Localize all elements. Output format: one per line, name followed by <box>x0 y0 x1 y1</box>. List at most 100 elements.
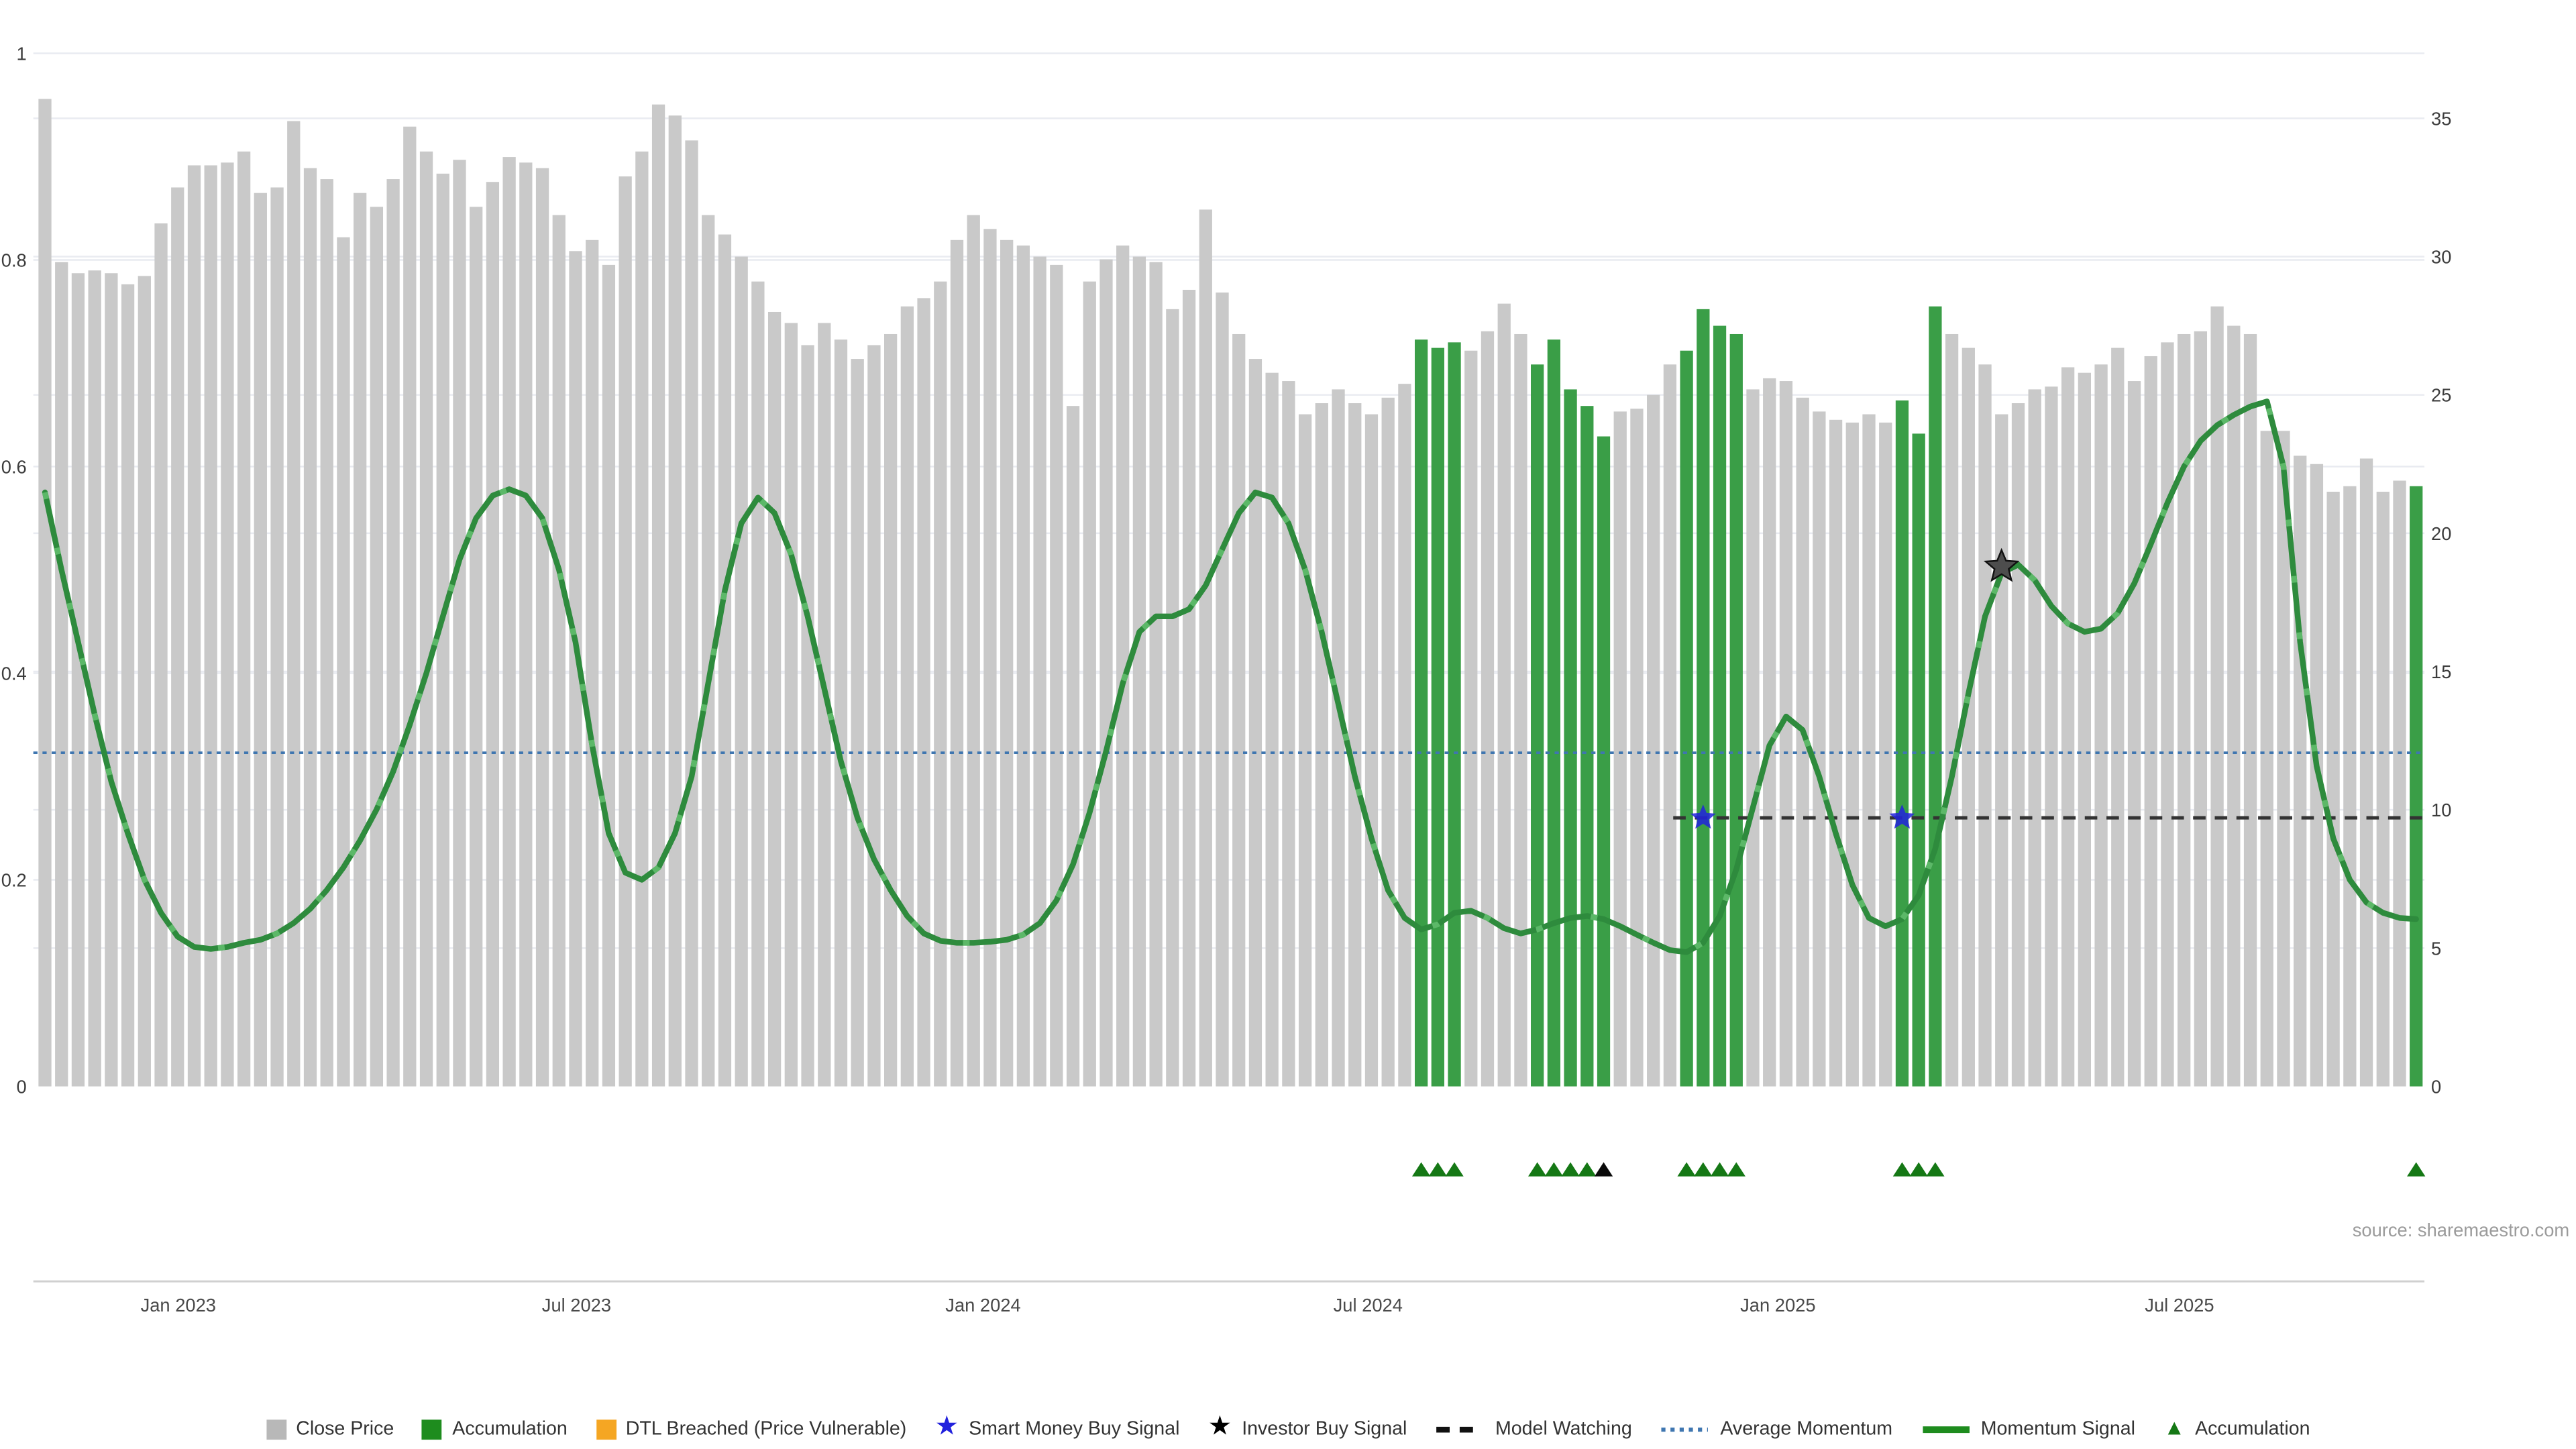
close-price-bar[interactable] <box>751 281 765 1087</box>
close-price-bar[interactable] <box>685 140 698 1087</box>
close-price-bar[interactable] <box>1663 364 1677 1087</box>
close-price-bar[interactable] <box>2227 325 2241 1087</box>
close-price-bar[interactable] <box>419 151 433 1087</box>
close-price-bar[interactable] <box>2011 403 2025 1087</box>
close-price-bar[interactable] <box>2061 367 2075 1087</box>
close-price-bar[interactable] <box>2078 372 2091 1087</box>
close-price-bar[interactable] <box>917 298 930 1087</box>
legend-item-accumulation[interactable]: Accumulation <box>422 1419 568 1440</box>
close-price-bar[interactable] <box>2127 381 2141 1087</box>
close-price-bar[interactable] <box>851 359 864 1087</box>
close-price-bar[interactable] <box>287 121 301 1087</box>
legend-item-momentum-signal[interactable]: Momentum Signal <box>1921 1419 2135 1440</box>
close-price-bar[interactable] <box>735 256 748 1087</box>
accumulation-bar[interactable] <box>1414 339 1428 1087</box>
legend-item-smart-money-buy-signal[interactable]: ★ Smart Money Buy Signal <box>935 1414 1180 1441</box>
close-price-bar[interactable] <box>55 262 68 1087</box>
close-price-bar[interactable] <box>1298 414 1312 1087</box>
close-price-bar[interactable] <box>1315 403 1328 1087</box>
close-price-bar[interactable] <box>1813 411 1826 1087</box>
close-price-bar[interactable] <box>1829 419 1843 1087</box>
close-price-bar[interactable] <box>569 251 582 1087</box>
close-price-bar[interactable] <box>1265 372 1279 1087</box>
close-price-bar[interactable] <box>519 162 533 1087</box>
close-price-bar[interactable] <box>1216 292 1229 1087</box>
close-price-bar[interactable] <box>1149 262 1163 1087</box>
close-price-bar[interactable] <box>950 239 964 1087</box>
close-price-bar[interactable] <box>983 229 997 1087</box>
close-price-bar[interactable] <box>2178 333 2191 1087</box>
accumulation-bar[interactable] <box>1580 406 1594 1087</box>
close-price-bar[interactable] <box>436 173 449 1087</box>
close-price-bar[interactable] <box>900 306 914 1087</box>
close-price-bar[interactable] <box>2294 455 2307 1087</box>
close-price-bar[interactable] <box>71 273 85 1087</box>
close-price-bar[interactable] <box>154 223 168 1087</box>
close-price-bar[interactable] <box>651 104 665 1087</box>
close-price-bar[interactable] <box>784 323 798 1087</box>
close-price-bar[interactable] <box>1796 397 1809 1087</box>
close-price-bar[interactable] <box>303 168 317 1087</box>
accumulation-bar[interactable] <box>1895 400 1909 1087</box>
close-price-bar[interactable] <box>1232 333 1246 1087</box>
close-price-bar[interactable] <box>2343 486 2357 1087</box>
close-price-bar[interactable] <box>2326 491 2340 1087</box>
accumulation-bar[interactable] <box>1680 350 1693 1087</box>
close-price-bar[interactable] <box>1033 256 1046 1087</box>
close-price-bar[interactable] <box>105 273 118 1087</box>
close-price-bar[interactable] <box>1464 350 1478 1087</box>
close-price-bar[interactable] <box>38 99 52 1087</box>
close-price-bar[interactable] <box>2028 389 2041 1087</box>
close-price-bar[interactable] <box>934 281 947 1087</box>
close-price-bar[interactable] <box>2210 306 2224 1087</box>
close-price-bar[interactable] <box>1481 331 1495 1087</box>
accumulation-bar[interactable] <box>1929 306 1942 1087</box>
close-price-bar[interactable] <box>486 182 500 1087</box>
close-price-bar[interactable] <box>2376 491 2390 1087</box>
accumulation-bar[interactable] <box>2410 486 2423 1087</box>
close-price-bar[interactable] <box>2277 431 2290 1087</box>
accumulation-bar[interactable] <box>1912 433 1925 1087</box>
close-price-bar[interactable] <box>883 333 898 1087</box>
legend-item-average-momentum[interactable]: Average Momentum <box>1660 1419 1892 1440</box>
close-price-bar[interactable] <box>1613 411 1627 1087</box>
close-price-bar[interactable] <box>1381 397 1395 1087</box>
accumulation-bar[interactable] <box>1713 325 1727 1087</box>
close-price-bar[interactable] <box>1066 406 1080 1087</box>
close-price-bar[interactable] <box>1514 333 1527 1087</box>
close-price-bar[interactable] <box>1348 403 1362 1087</box>
close-price-bar[interactable] <box>967 215 980 1087</box>
close-price-bar[interactable] <box>702 215 715 1087</box>
close-price-bar[interactable] <box>237 151 251 1087</box>
close-price-bar[interactable] <box>1332 389 1345 1087</box>
close-price-bar[interactable] <box>1083 281 1096 1087</box>
close-price-bar[interactable] <box>88 270 101 1087</box>
close-price-bar[interactable] <box>2094 364 2108 1087</box>
close-price-bar[interactable] <box>619 176 632 1087</box>
close-price-bar[interactable] <box>270 187 284 1087</box>
close-price-bar[interactable] <box>1962 347 1975 1087</box>
close-price-bar[interactable] <box>1132 256 1146 1087</box>
close-price-bar[interactable] <box>1995 414 2008 1087</box>
close-price-bar[interactable] <box>370 207 384 1087</box>
close-price-bar[interactable] <box>221 162 234 1087</box>
close-price-bar[interactable] <box>1282 381 1295 1087</box>
close-price-bar[interactable] <box>834 339 848 1087</box>
close-price-bar[interactable] <box>121 284 135 1087</box>
close-price-bar[interactable] <box>1364 414 1379 1087</box>
close-price-bar[interactable] <box>254 193 267 1087</box>
accumulation-bar[interactable] <box>1597 436 1611 1087</box>
accumulation-bar[interactable] <box>1697 309 1710 1087</box>
close-price-bar[interactable] <box>1099 259 1113 1087</box>
legend-item-dtl-breached-price-vulnerable-[interactable]: DTL Breached (Price Vulnerable) <box>595 1419 906 1440</box>
close-price-bar[interactable] <box>386 179 400 1087</box>
accumulation-bar[interactable] <box>1448 342 1461 1087</box>
close-price-bar[interactable] <box>2161 342 2174 1087</box>
close-price-bar[interactable] <box>586 239 599 1087</box>
close-price-bar[interactable] <box>1630 409 1644 1087</box>
close-price-bar[interactable] <box>818 323 831 1087</box>
close-price-bar[interactable] <box>718 234 732 1087</box>
close-price-bar[interactable] <box>552 215 566 1087</box>
close-price-bar[interactable] <box>2194 331 2208 1087</box>
